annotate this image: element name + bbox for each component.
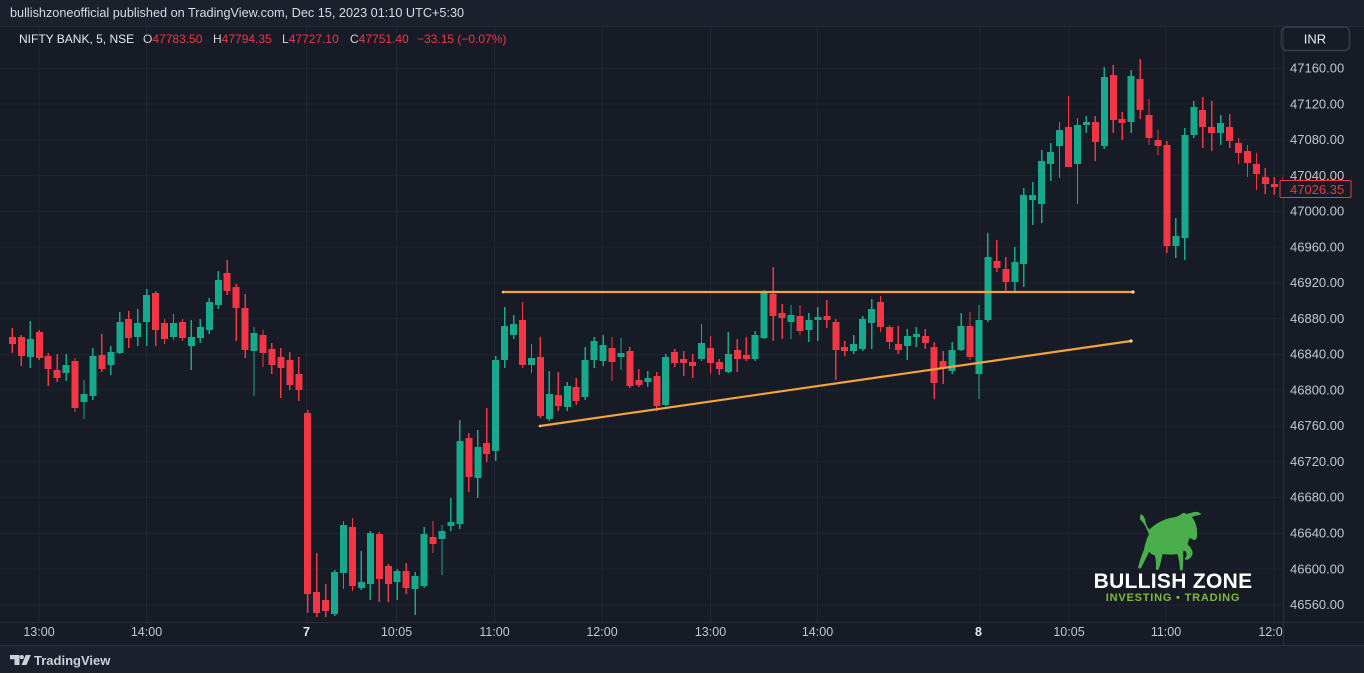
svg-text:TradingView: TradingView [34,653,111,668]
svg-text:12:00: 12:00 [1258,625,1289,639]
svg-text:46600.00: 46600.00 [1290,561,1344,576]
svg-text:12:00: 12:00 [586,625,617,639]
svg-text:11:00: 11:00 [1151,625,1181,639]
svg-text:46920.00: 46920.00 [1290,275,1344,290]
svg-text:47160.00: 47160.00 [1290,61,1344,76]
svg-text:46680.00: 46680.00 [1290,490,1344,505]
svg-text:INR: INR [1304,32,1326,47]
svg-text:13:00: 13:00 [695,625,726,639]
svg-text:47120.00: 47120.00 [1290,96,1344,111]
svg-text:46960.00: 46960.00 [1290,239,1344,254]
svg-text:NIFTY BANK, 5, NSE: NIFTY BANK, 5, NSE [19,32,134,46]
svg-text:7: 7 [303,625,310,639]
svg-text:H47794.35: H47794.35 [213,32,272,46]
svg-text:47000.00: 47000.00 [1290,204,1344,219]
svg-text:46720.00: 46720.00 [1290,454,1344,469]
svg-text:L47727.10: L47727.10 [282,32,339,46]
svg-text:11:00: 11:00 [479,625,509,639]
svg-text:O47783.50: O47783.50 [143,32,203,46]
svg-text:14:00: 14:00 [131,625,162,639]
svg-text:10:05: 10:05 [381,625,412,639]
svg-text:46800.00: 46800.00 [1290,382,1344,397]
svg-text:bullishzoneofficial published: bullishzoneofficial published on Trading… [10,6,464,20]
svg-text:−33.15 (−0.07%): −33.15 (−0.07%) [417,32,506,46]
svg-text:46560.00: 46560.00 [1290,597,1344,612]
svg-text:46760.00: 46760.00 [1290,418,1344,433]
svg-text:14:00: 14:00 [802,625,833,639]
svg-text:13:00: 13:00 [23,625,54,639]
svg-text:47040.00: 47040.00 [1290,168,1344,183]
svg-text:BULLISH ZONE: BULLISH ZONE [1094,570,1253,593]
svg-text:8: 8 [975,625,982,639]
svg-text:INVESTING • TRADING: INVESTING • TRADING [1106,592,1241,604]
svg-text:C47751.40: C47751.40 [350,32,409,46]
svg-text:10:05: 10:05 [1053,625,1084,639]
svg-text:46840.00: 46840.00 [1290,347,1344,362]
svg-text:47026.35: 47026.35 [1290,182,1344,197]
svg-text:47080.00: 47080.00 [1290,132,1344,147]
svg-text:46880.00: 46880.00 [1290,311,1344,326]
svg-text:46640.00: 46640.00 [1290,526,1344,541]
